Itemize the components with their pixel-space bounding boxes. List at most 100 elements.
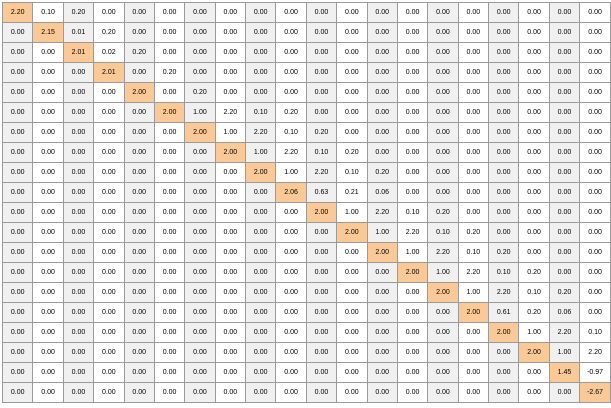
matrix-cell: 1.00 [518,322,550,343]
matrix-cell: 0.00 [214,202,247,223]
matrix-cell: 0.00 [366,262,398,283]
matrix-cell: 0.00 [518,122,550,143]
matrix-cell: 0.01 [62,22,95,43]
matrix-cell: 0.00 [336,342,368,363]
matrix-row: 0.00 0.00 0.00 0.00 0.00 0.00 0.00 0.00 0.00 0.00… [1,362,611,383]
matrix-cell: 0.00 [305,82,338,103]
matrix-cell: 0.00 [457,142,490,163]
matrix-cell: 0.00 [1,382,34,403]
matrix-cell: 0.00 [184,42,216,63]
matrix-cell: 0.00 [305,242,338,263]
matrix-cell: 0.00 [305,302,338,323]
matrix-cell: 1.00 [184,102,216,123]
matrix-cell: 0.00 [244,322,277,343]
matrix-cell: 0.00 [123,262,155,283]
matrix-cell: 0.00 [153,142,186,163]
matrix-cell: 0.06 [366,182,398,203]
matrix-cell: -0.97 [579,362,611,383]
matrix-cell: 0.00 [244,362,277,383]
matrix-cell: 0.00 [123,142,155,163]
matrix-cell: 0.00 [62,102,95,123]
matrix-cell: 0.00 [336,302,368,323]
matrix-cell: 0.00 [123,382,155,403]
matrix-cell: 0.61 [487,302,520,323]
matrix-cell: 0.00 [244,342,277,363]
matrix-cell-diagonal: 2.01 [93,62,125,83]
matrix-cell: 0.00 [396,22,429,43]
matrix-cell: 0.00 [548,82,581,103]
matrix-cell: 0.00 [427,62,459,83]
matrix-cell: 2.20 [427,242,459,263]
matrix-cell: 0.00 [214,282,247,303]
matrix-row: 0.00 0.00 0.00 2.01 0.00 0.20 0.00 0.00 0.00 0.00… [1,62,611,83]
matrix-cell: 0.00 [1,342,34,363]
matrix-cell: 0.00 [62,322,95,343]
matrix-cell: 0.00 [396,282,429,303]
matrix-cell-diagonal: 2.00 [457,302,490,323]
matrix-cell: 0.00 [396,342,429,363]
matrix-cell: 0.00 [579,42,611,63]
matrix-cell: 0.00 [153,182,186,203]
matrix-cell: 0.00 [62,122,95,143]
matrix-cell: 0.10 [579,322,611,343]
matrix-cell: 0.00 [32,62,64,83]
matrix-cell: 0.00 [32,42,64,63]
matrix-cell: 0.00 [366,62,398,83]
matrix-cell: 0.00 [93,2,125,23]
matrix-cell: 0.00 [457,82,490,103]
matrix-cell: 0.00 [305,42,338,63]
matrix-cell: 1.00 [427,262,459,283]
matrix-cell: 0.00 [518,222,550,243]
matrix-row: 0.00 0.00 0.00 0.00 2.00 0.00 0.20 0.00 0.00 0.00… [1,82,611,103]
matrix-cell: 0.00 [457,22,490,43]
matrix-cell: 2.20 [487,282,520,303]
matrix-cell: 0.00 [32,242,64,263]
matrix-cell: 0.00 [184,282,216,303]
matrix-cell: 0.00 [487,222,520,243]
matrix-cell: 0.00 [579,182,611,203]
matrix-cell: 0.00 [579,282,611,303]
matrix-cell: 0.00 [184,302,216,323]
matrix-cell: 0.00 [427,342,459,363]
matrix-cell-diagonal: 2.15 [32,22,64,43]
matrix-cell: 0.00 [214,2,247,23]
matrix-cell: 1.00 [548,342,581,363]
matrix-cell: 0.00 [275,42,307,63]
matrix-cell: 0.00 [214,362,247,383]
matrix-cell: 0.00 [244,82,277,103]
matrix-cell: 0.00 [457,342,490,363]
matrix-row: 0.00 0.00 0.00 0.00 0.00 0.00 0.00 0.00 0.00 0.00… [1,302,611,323]
matrix-row: 0.00 0.00 0.00 0.00 0.00 0.00 0.00 0.00 0.00 0.00… [1,342,611,363]
matrix-cell: 0.00 [396,102,429,123]
matrix-cell: 0.00 [214,262,247,283]
matrix-row: 0.00 0.00 0.00 0.00 0.00 0.00 2.00 1.00 2.20 0.10… [1,122,611,143]
matrix-row: 0.00 0.00 0.00 0.00 0.00 0.00 0.00 0.00 0.00 0.00… [1,222,611,243]
matrix-cell: 0.00 [275,342,307,363]
matrix-cell: 0.00 [244,222,277,243]
matrix-cell: 0.20 [548,282,581,303]
matrix-cell: 0.00 [518,142,550,163]
matrix-cell: 0.00 [427,122,459,143]
matrix-cell: 0.00 [457,2,490,23]
matrix-cell: 0.00 [427,382,459,403]
matrix-cell: 0.10 [427,222,459,243]
matrix-cell: 0.00 [366,302,398,323]
matrix-cell: 0.00 [396,2,429,23]
matrix-cell: 0.00 [214,382,247,403]
matrix-cell: 0.00 [427,2,459,23]
matrix-cell: 0.00 [184,262,216,283]
matrix-cell: 0.00 [184,242,216,263]
matrix-row: 0.00 0.00 0.00 0.00 0.00 0.00 0.00 0.00 0.00 2.06… [1,182,611,203]
matrix-cell: 0.00 [579,2,611,23]
matrix-cell: 2.20 [548,322,581,343]
matrix-cell: 0.00 [548,222,581,243]
matrix-cell: 0.00 [93,202,125,223]
matrix-cell: 0.00 [396,82,429,103]
matrix-row: 0.00 0.00 0.00 0.00 0.00 0.00 0.00 0.00 0.00 0.00… [1,282,611,303]
matrix-cell: 0.00 [153,342,186,363]
matrix-cell: 0.00 [518,82,550,103]
matrix-cell: 0.00 [62,302,95,323]
matrix-cell: 0.00 [336,262,368,283]
matrix-cell: 0.00 [275,202,307,223]
